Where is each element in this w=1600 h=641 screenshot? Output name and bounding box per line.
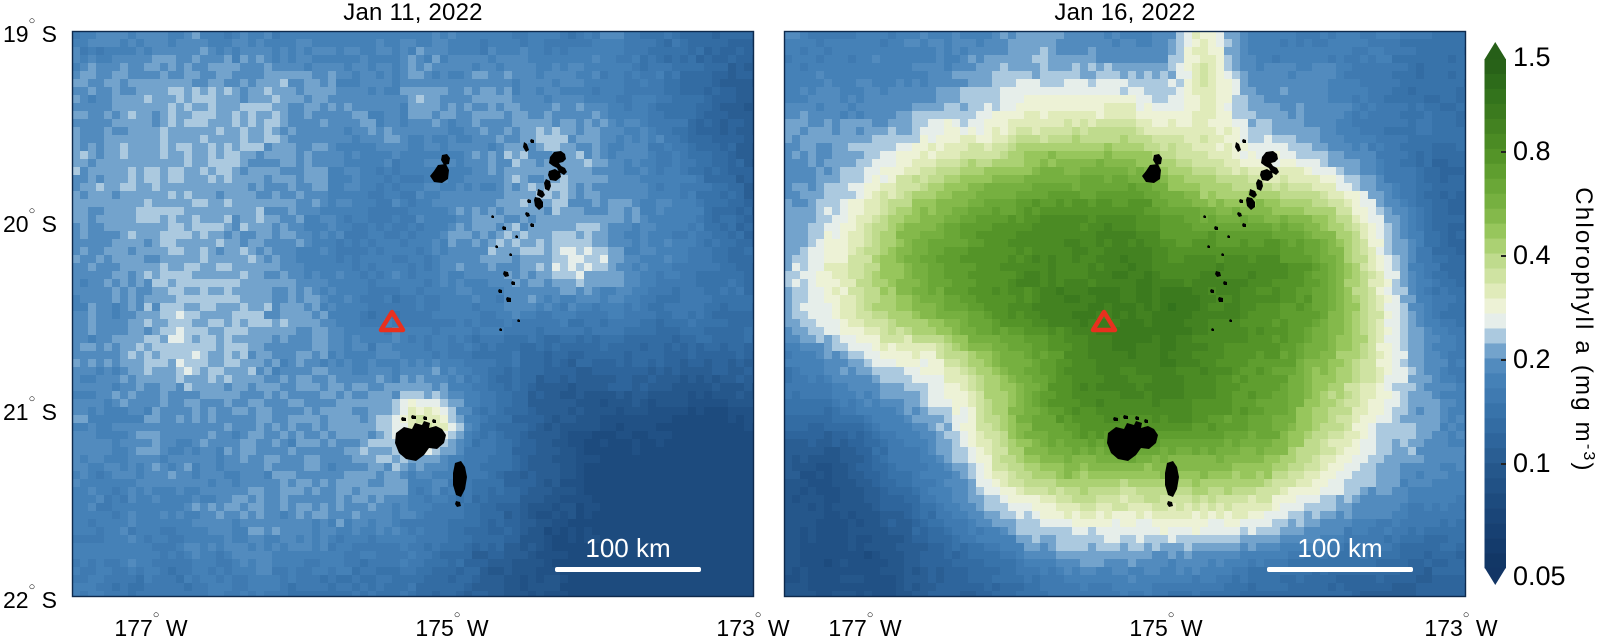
svg-text:100 km: 100 km [1297,533,1382,563]
svg-text:100 km: 100 km [585,533,670,563]
svg-text:0.4: 0.4 [1513,240,1551,270]
svg-text:0.2: 0.2 [1513,344,1551,374]
svg-text:0.1: 0.1 [1513,448,1551,478]
svg-text:1.5: 1.5 [1513,42,1551,72]
svg-text:0.05: 0.05 [1513,561,1566,591]
svg-text:Chlorophyll a (mg m-3): Chlorophyll a (mg m-3) [1570,187,1597,472]
svg-text:0.8: 0.8 [1513,136,1551,166]
